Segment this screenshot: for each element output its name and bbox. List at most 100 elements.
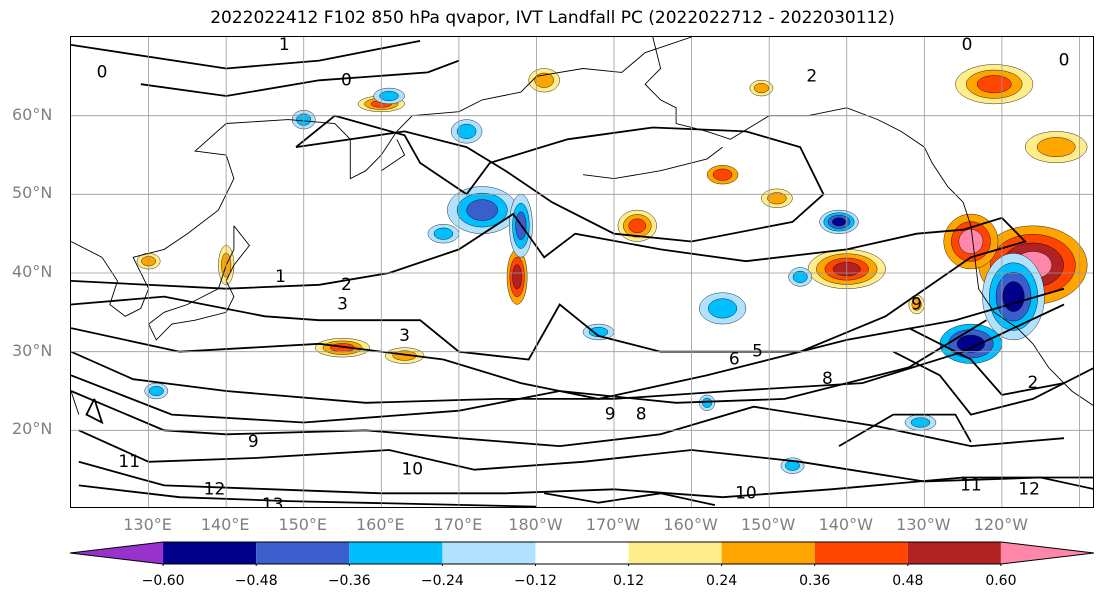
ivt-contour-line [140,59,460,97]
qvapor-anomaly-patch [712,168,733,181]
qvapor-anomaly-patch [628,218,647,234]
contour-label: 1 [275,267,286,287]
longitude-label: 160°W [663,515,718,534]
qvapor-anomaly-patch [433,227,454,240]
colorbar-segment [1000,542,1094,564]
coastline [582,146,723,180]
contour-label: 3 [399,326,410,346]
contour-label: 6 [729,350,740,370]
colorbar-segment [628,542,722,564]
contour-label: 10 [401,460,423,480]
ivt-contour-line [78,484,537,507]
colorbar-segment [907,542,1001,564]
coastline-layer [71,37,1093,415]
qvapor-anomaly-patch [379,91,399,102]
colorbar-segment [70,542,164,564]
map-title: 2022022412 F102 850 hPa qvapor, IVT Land… [210,8,895,28]
ivt-contour-line [85,398,104,425]
colorbar-tick-label: −0.12 [514,573,557,589]
contour-label: 13 [262,495,284,508]
qvapor-anomaly-patch [148,386,164,397]
colorbar-segment [256,542,350,564]
contour-label: 2 [1027,373,1038,393]
contour-label: 12 [1018,479,1040,499]
longitude-label: 150°W [740,515,796,534]
colorbar-tick-label: −0.48 [234,573,278,589]
ivt-contour-layer [71,40,1093,507]
ivt-contour-line [295,114,825,243]
qvapor-anomaly-patch [456,123,477,139]
longitude-label: 130°E [123,515,172,534]
qvapor-anomaly-patch [911,298,922,311]
ivt-contour-line [78,460,1093,499]
qvapor-anomaly-patch [910,417,931,428]
gridline-layer [71,37,1093,507]
colorbar-segment [442,542,536,564]
latitude-label: 60°N [12,104,53,124]
colorbar-tick-label: 0.48 [892,573,924,589]
colorbar-tick-label: −0.24 [420,573,464,589]
contour-label: 9 [605,405,616,425]
contour-label: 0 [341,70,352,90]
latitude-label: 50°N [12,183,53,203]
colorbar-segment [349,542,443,564]
contour-label: 11 [118,452,140,472]
qvapor-anomaly-patch [832,217,846,227]
longitude-label: 180°W [508,515,563,534]
coastline [71,37,692,317]
qvapor-anomaly-patch [708,298,738,319]
coastline [148,225,250,341]
latitude-label: 40°N [12,262,53,281]
contour-label: 12 [204,479,226,499]
colorbar-tick-label: 0.12 [612,573,645,589]
colorbar-tick-label: −0.60 [141,573,185,589]
longitude-label: 170°W [585,515,641,534]
ivt-contour-line [71,390,1065,448]
longitude-label: 140°W [818,515,873,534]
qvapor-anomaly-patch [702,397,713,408]
contour-label: 0 [962,37,973,55]
colorbar-segment [721,542,815,564]
map-panel[interactable]: 1 0 0 0 0 2 1 2 3 3 6 5 8 9 9 8 9 2 10 11 12 13 10 11 12 [70,36,1094,508]
qvapor-anomaly-patch [466,199,498,221]
ivt-contour-line [544,492,716,506]
ivt-contour-line [908,327,1065,396]
colorbar-tick-label: 0.60 [985,573,1017,589]
contour-label: 2 [806,66,817,86]
longitude-label: 170°E [433,515,483,534]
colorbar [69,541,1095,566]
longitude-label: 150°E [278,515,328,534]
colorbar-segment [163,542,257,564]
qvapor-anomaly-patch [534,72,554,88]
qvapor-anomaly-patch [1002,281,1025,312]
coastline [381,139,406,172]
contour-label: 8 [822,369,833,389]
ivt-contour-line [78,429,1093,490]
longitude-label: 130°W [896,515,951,534]
contour-label: 9 [248,432,259,452]
colorbar-segment [535,542,629,564]
colorbar-tick-label: 0.36 [799,573,831,589]
contour-label: 5 [752,342,763,362]
contour-label: 2 [341,275,352,295]
contour-label: 10 [735,483,757,503]
coastline [644,37,1093,406]
ivt-contour-line [71,212,1027,361]
colorbar-tick-label: 0.24 [706,573,738,589]
contour-label: 0 [1059,51,1070,71]
contour-label: 1 [279,37,290,55]
latitude-label: 30°N [12,340,53,360]
qvapor-anomaly-patch [956,334,985,353]
qvapor-anomaly-patch [512,264,522,290]
qvapor-anomaly-patch [976,75,1012,94]
coastline [71,390,80,415]
ivt-contour-line [71,40,421,70]
ivt-contour-line [71,319,987,424]
latitude-label: 20°N [12,419,53,439]
contour-label: 9 [911,295,922,315]
qvapor-anomaly-patch [767,192,787,205]
longitude-label: 160°E [355,515,405,534]
longitude-label: 140°E [200,515,250,534]
